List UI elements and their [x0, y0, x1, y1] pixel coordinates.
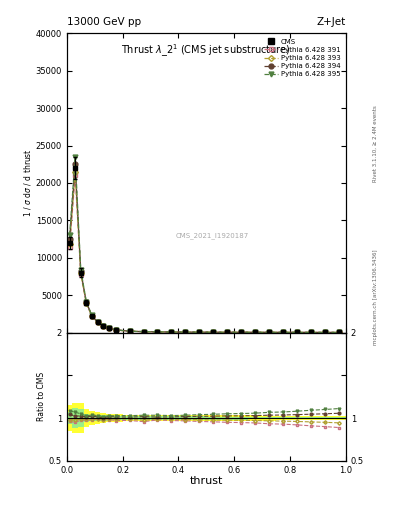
Text: Thrust $\lambda\_2^1$ (CMS jet substructure): Thrust $\lambda\_2^1$ (CMS jet substruct… — [121, 42, 291, 59]
X-axis label: thrust: thrust — [190, 476, 223, 486]
Text: Z+Jet: Z+Jet — [317, 17, 346, 27]
Y-axis label: $\mathrm{1\ /\ }\sigma\ \mathrm{d}\sigma\mathrm{\ /\ d\ thrust}$: $\mathrm{1\ /\ }\sigma\ \mathrm{d}\sigma… — [22, 148, 33, 217]
Y-axis label: Ratio to CMS: Ratio to CMS — [37, 372, 46, 421]
Text: mcplots.cern.ch [arXiv:1306.3436]: mcplots.cern.ch [arXiv:1306.3436] — [373, 249, 378, 345]
Text: CMS_2021_I1920187: CMS_2021_I1920187 — [175, 232, 248, 239]
Text: Rivet 3.1.10, ≥ 2.4M events: Rivet 3.1.10, ≥ 2.4M events — [373, 105, 378, 182]
Legend: CMS, Pythia 6.428 391, Pythia 6.428 393, Pythia 6.428 394, Pythia 6.428 395: CMS, Pythia 6.428 391, Pythia 6.428 393,… — [262, 37, 342, 79]
Text: 13000 GeV pp: 13000 GeV pp — [67, 17, 141, 27]
